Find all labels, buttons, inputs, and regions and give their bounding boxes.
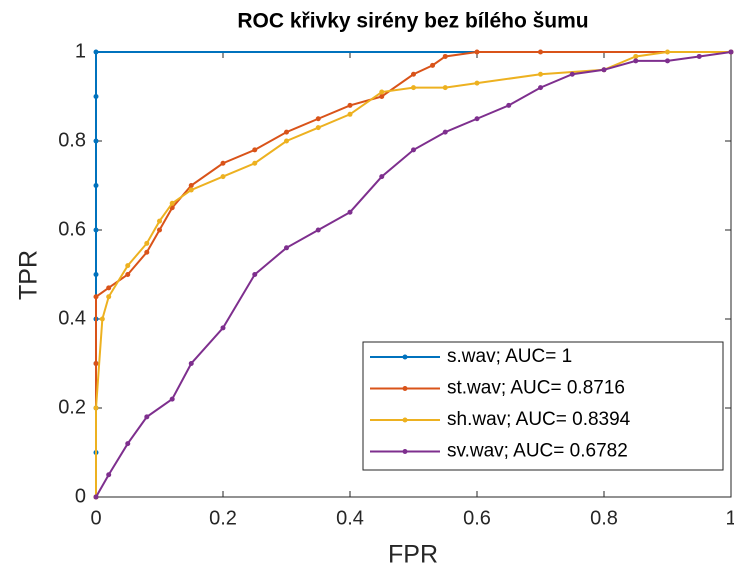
y-tick-label: 1 [75,40,86,62]
data-point [93,405,99,411]
data-point [665,58,670,64]
legend-marker [402,386,408,391]
x-tick-label: 0.6 [463,507,491,529]
legend-marker [402,417,408,423]
x-tick-label: 0.4 [336,507,364,529]
legend-marker [402,354,408,360]
data-point [430,62,436,68]
data-point [93,494,99,500]
data-point [252,272,258,277]
data-point [696,53,702,59]
legend-label: sh.wav; AUC= 0.8394 [447,409,631,430]
data-point [665,49,670,55]
data-point [347,102,353,108]
data-point [144,240,150,246]
data-point [93,272,99,277]
data-point [188,183,194,188]
data-point [125,272,131,277]
data-point [106,285,112,291]
data-point [99,316,105,322]
data-point [442,129,448,135]
data-point [506,102,512,108]
data-point [442,85,448,91]
chart-title: ROC křivky sirény bez bílého šumu [237,10,588,33]
data-point [220,325,226,331]
data-point [93,227,99,233]
data-point [106,294,112,300]
y-tick-label: 0.6 [58,218,86,240]
y-tick-label: 0.2 [58,396,86,418]
data-point [93,94,99,99]
data-point [93,361,99,366]
data-point [601,67,607,73]
data-point [411,85,416,91]
legend-box [362,341,724,471]
data-point [315,125,321,131]
data-point [106,472,112,478]
data-point [144,414,150,420]
data-point [569,71,575,77]
data-point [169,396,175,402]
legend-label: st.wav; AUC= 0.8716 [447,378,625,399]
legend-marker [402,449,408,454]
y-tick-label: 0.8 [58,129,86,151]
x-tick-label: 1 [725,507,734,529]
legend-label: s.wav; AUC= 1 [447,346,572,367]
data-point [169,200,175,206]
data-point [93,183,99,188]
data-point [93,49,99,55]
data-point [379,174,385,180]
data-point [157,218,162,224]
data-point [442,53,448,59]
legend-label: sv.wav; AUC= 0.6782 [447,441,628,462]
data-point [538,85,543,91]
data-point [284,245,289,251]
data-point [379,94,385,99]
data-point [347,111,353,117]
data-point [284,138,289,144]
data-point [284,129,289,135]
data-point [144,249,150,255]
data-point [538,71,543,77]
data-point [474,49,480,55]
data-point [93,138,99,144]
data-point [379,89,385,95]
x-tick-label: 0.8 [590,507,618,529]
data-point [315,227,321,233]
x-axis-label: FPR [388,541,438,569]
data-point [633,53,639,59]
data-point [188,187,194,193]
data-point [474,80,480,86]
data-point [220,174,226,180]
data-point [93,294,99,300]
data-point [411,71,416,77]
data-point [411,147,416,153]
data-point [315,116,321,122]
data-point [347,209,353,215]
data-point [538,49,543,55]
x-tick-label: 0.2 [209,507,237,529]
data-point [252,160,258,166]
y-tick-label: 0.4 [58,307,86,329]
data-point [188,361,194,366]
data-point [220,160,226,166]
y-tick-label: 0 [75,485,86,507]
data-point [252,147,258,153]
data-point [633,58,639,64]
data-point [474,116,480,122]
data-point [125,263,131,269]
data-point [728,49,734,55]
y-axis-label: TPR [15,250,43,300]
data-point [157,227,162,233]
data-point [125,441,131,447]
x-tick-label: 0 [90,507,101,529]
